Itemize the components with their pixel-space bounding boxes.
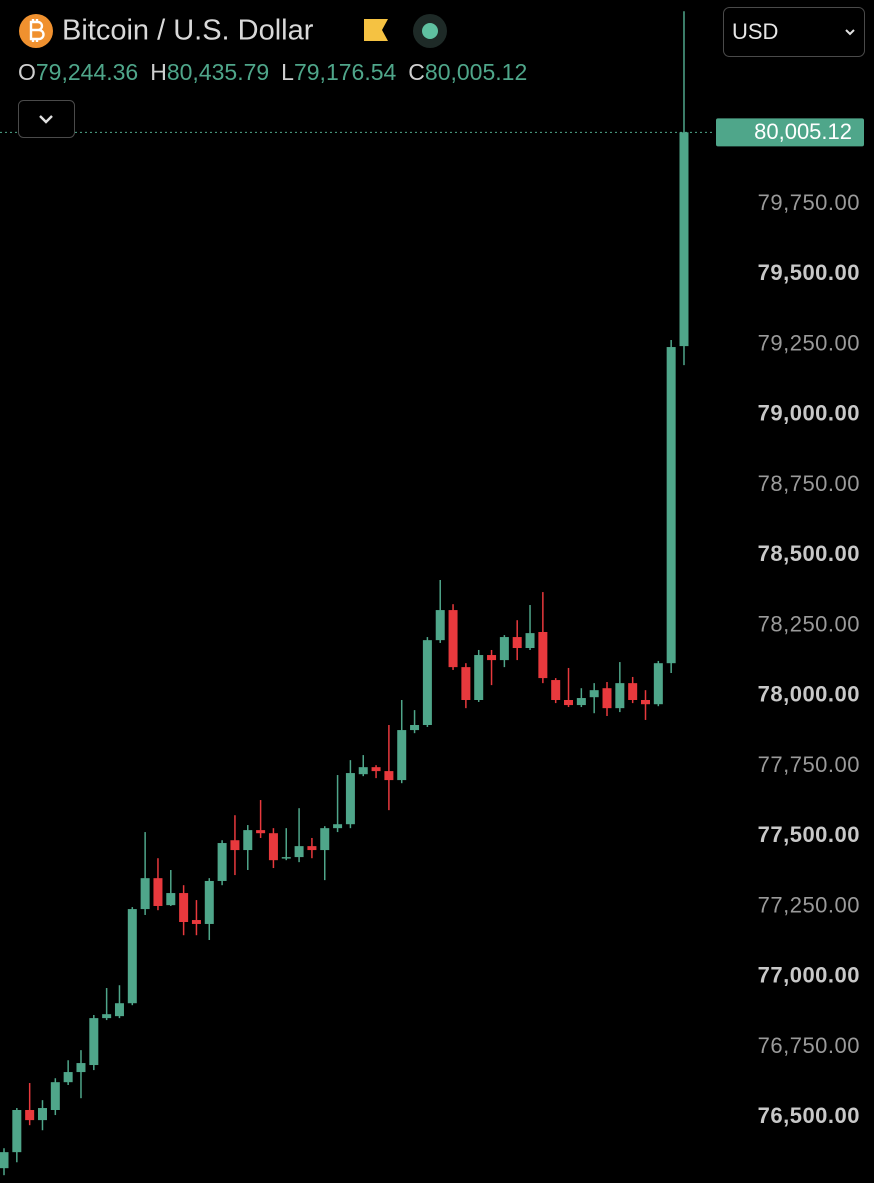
- candle-body: [217, 843, 227, 881]
- status-dot: [422, 23, 438, 39]
- candle-body: [333, 824, 343, 829]
- last-price-label: 80,005.12: [754, 119, 852, 144]
- candle-body: [114, 1003, 124, 1017]
- candle-body: [589, 690, 599, 698]
- bitcoin-glyph: [29, 19, 45, 42]
- y-tick-label: 78,750.00: [758, 471, 860, 496]
- candle-body: [25, 1109, 35, 1121]
- candle-body: [243, 830, 253, 851]
- y-tick-label: 76,750.00: [758, 1033, 860, 1058]
- candle-body: [281, 857, 291, 859]
- flag-icon: [364, 19, 388, 41]
- y-tick-label: 77,750.00: [758, 752, 860, 777]
- chevron: [39, 115, 53, 124]
- candle-body: [37, 1108, 47, 1121]
- last-price-box: [716, 118, 864, 147]
- legend-value: 79,244.36: [36, 59, 138, 85]
- y-tick-label: 79,000.00: [758, 401, 860, 426]
- candle-body: [628, 683, 638, 700]
- candle-body: [653, 663, 663, 705]
- currency-select[interactable]: [723, 7, 865, 57]
- candle-body: [538, 631, 548, 679]
- legend-key: C: [408, 59, 425, 85]
- expand-button[interactable]: [18, 100, 75, 138]
- candle-body: [268, 833, 278, 861]
- y-tick-label: 79,500.00: [758, 260, 860, 285]
- candle-body: [358, 767, 368, 775]
- candle-body: [89, 1018, 99, 1066]
- candle-body: [76, 1063, 86, 1073]
- legend-key: L: [281, 59, 294, 85]
- candle-body: [307, 846, 317, 851]
- candle-body: [666, 347, 676, 664]
- candle-body: [576, 698, 586, 706]
- candle-body: [512, 637, 522, 649]
- chart-title: Bitcoin / U.S. Dollar: [62, 15, 314, 47]
- candle-body: [191, 920, 201, 924]
- candle-body: [679, 132, 689, 347]
- plot: [0, 11, 715, 1176]
- candle-body: [435, 610, 445, 641]
- candle-body: [615, 683, 625, 709]
- candle-body: [179, 893, 189, 922]
- candle-body: [256, 830, 266, 834]
- candle-body: [410, 725, 420, 731]
- candle-body: [294, 846, 304, 858]
- candle-body: [461, 667, 471, 700]
- candle-body: [641, 699, 650, 705]
- legend-key: O: [18, 59, 36, 85]
- candle-body: [422, 640, 432, 726]
- currency-label: USD: [732, 19, 778, 44]
- y-tick-label: 77,000.00: [758, 963, 860, 988]
- candle-body: [166, 893, 176, 906]
- ohlc-legend: O79,244.36 H80,435.79 L79,176.54 C80,005.12: [18, 59, 527, 85]
- legend-value: 80,435.79: [167, 59, 269, 85]
- candle-body: [63, 1072, 73, 1083]
- candle-body: [0, 1152, 9, 1169]
- candle-body: [499, 637, 509, 661]
- candle-body: [127, 909, 137, 1004]
- candle-body: [153, 878, 163, 906]
- candle-body: [50, 1082, 60, 1110]
- candle-body: [384, 771, 394, 781]
- candle-body: [320, 828, 330, 851]
- select-chevron: [845, 29, 855, 36]
- candle-body: [448, 610, 458, 668]
- y-tick-label: 78,000.00: [758, 682, 860, 707]
- y-tick-label: 79,750.00: [758, 190, 860, 215]
- candle-body: [474, 655, 484, 700]
- y-tick-label: 77,250.00: [758, 892, 860, 917]
- price-axis: 76,500.00 76,750.00 77,000.00 77,250.00 77,5…: [715, 118, 864, 1128]
- y-tick-label: 78,250.00: [758, 611, 860, 636]
- candle-body: [371, 767, 381, 772]
- candle-body: [12, 1109, 22, 1153]
- y-tick-label: 78,500.00: [758, 541, 860, 566]
- candle-body: [102, 1014, 112, 1019]
- legend-key: H: [150, 59, 167, 85]
- legend-value: 79,176.54: [294, 59, 397, 85]
- y-tick-label: 77,500.00: [758, 822, 860, 847]
- y-tick-label: 76,500.00: [758, 1103, 860, 1128]
- candle-body: [230, 840, 240, 851]
- candle-body: [204, 880, 214, 924]
- candle-body: [564, 699, 574, 706]
- candle-body: [602, 688, 612, 709]
- candle-body: [525, 633, 535, 649]
- candle-body: [140, 878, 150, 910]
- candle-body: [397, 730, 407, 781]
- candle-body: [487, 655, 497, 661]
- y-tick-label: 79,250.00: [758, 330, 860, 355]
- legend-value: 80,005.12: [425, 59, 527, 85]
- candle-body: [345, 773, 355, 825]
- candle-body: [551, 680, 561, 700]
